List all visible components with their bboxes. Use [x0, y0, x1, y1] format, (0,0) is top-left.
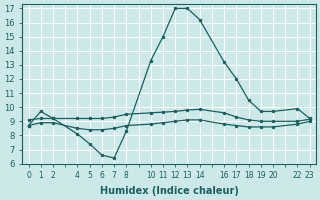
- X-axis label: Humidex (Indice chaleur): Humidex (Indice chaleur): [100, 186, 239, 196]
